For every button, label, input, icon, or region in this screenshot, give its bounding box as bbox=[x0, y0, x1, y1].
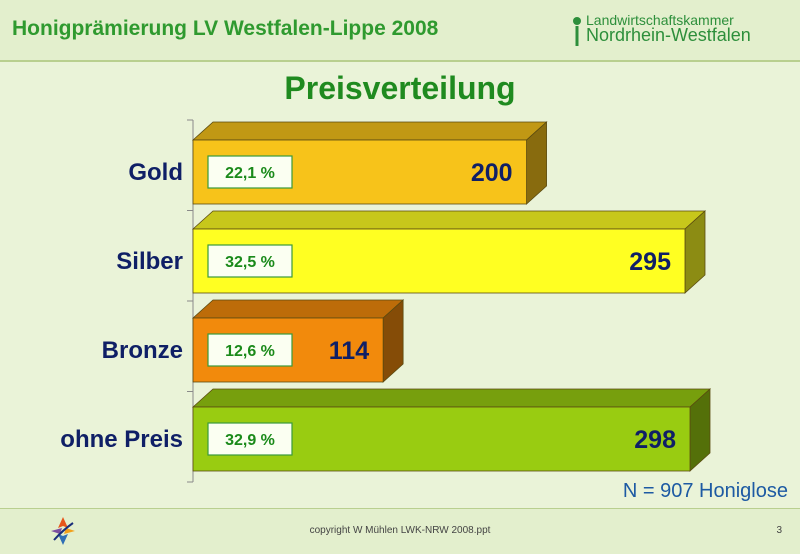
logo-text-line2: Nordrhein-Westfalen bbox=[586, 25, 751, 45]
lwk-logo: Landwirtschaftskammer Nordrhein-Westfale… bbox=[572, 12, 792, 52]
percentage-box bbox=[207, 422, 293, 456]
percentage-box bbox=[207, 244, 293, 278]
page-number: 3 bbox=[776, 525, 782, 536]
value-label: 200 bbox=[471, 159, 513, 187]
logo-text-line1: Landwirtschaftskammer bbox=[586, 12, 734, 28]
percentage-label: 32,5 % bbox=[225, 254, 275, 271]
category-label: Silber bbox=[116, 248, 183, 275]
chart-title: Preisverteilung bbox=[284, 70, 516, 106]
percentage-label: 32,9 % bbox=[225, 432, 275, 449]
value-label: 295 bbox=[629, 248, 671, 276]
value-label: 298 bbox=[634, 426, 676, 454]
percentage-label: 12,6 % bbox=[225, 343, 275, 360]
bar-top-face bbox=[191, 299, 405, 319]
percentage-box bbox=[207, 333, 293, 367]
header-bar bbox=[0, 0, 800, 60]
percentage-label: 22,1 % bbox=[225, 165, 275, 182]
bar-top-face bbox=[191, 210, 707, 230]
category-label: Gold bbox=[128, 159, 183, 186]
leaf-icon bbox=[573, 17, 581, 46]
bar-top-face bbox=[191, 388, 712, 408]
slide-header-title: Honigprämierung LV Westfalen-Lippe 2008 bbox=[12, 17, 439, 40]
copyright-text: copyright W Mühlen LWK-NRW 2008.ppt bbox=[309, 525, 491, 536]
footer-bar bbox=[0, 508, 800, 554]
sample-size-note: N = 907 Honiglose bbox=[622, 480, 788, 502]
bee-logo-icon bbox=[51, 517, 75, 545]
percentage-box bbox=[207, 155, 293, 189]
footer-divider bbox=[0, 508, 800, 509]
value-label: 114 bbox=[329, 337, 369, 365]
category-label: ohne Preis bbox=[60, 426, 183, 453]
bar-top-face bbox=[191, 121, 548, 141]
category-label: Bronze bbox=[102, 337, 183, 364]
header-divider bbox=[0, 60, 800, 62]
